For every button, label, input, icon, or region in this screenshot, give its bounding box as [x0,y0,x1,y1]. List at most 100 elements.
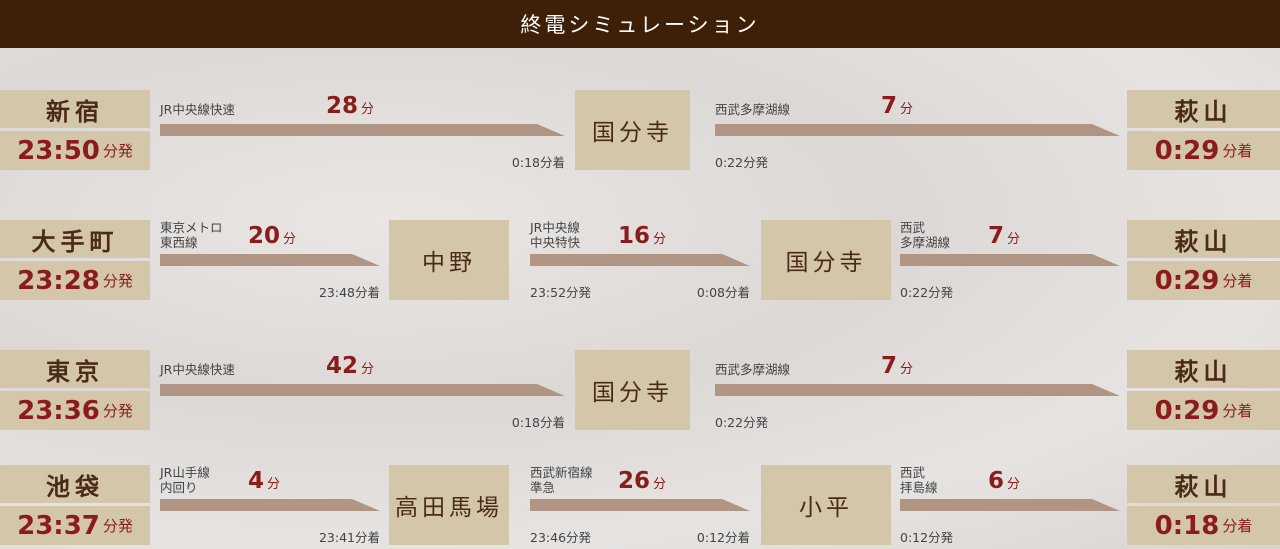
arrival-time: 0:08分着 [530,282,750,301]
arrival-time: 23:48分着 [160,282,380,301]
route-bar [900,254,1120,266]
line-name-part: 西武 [900,220,926,235]
line-name: 西武多摩湖線 [715,102,790,117]
arrival-time-text: 0:12分着 [696,530,750,545]
transfer-station-box: 国分寺 [761,220,891,300]
departure-time: 23:52分発 [530,282,591,301]
departure-time-text: 0:22分発 [715,415,769,430]
departure-time-text: 0:12分発 [900,530,954,545]
line-name: JR中央線快速 [160,102,235,117]
line-name-part: 西武多摩湖線 [715,362,791,377]
minutes-unit: 分 [283,232,297,247]
page-title: 終電シミュレーション [520,13,760,37]
departure-time-text: 0:22分発 [715,155,769,170]
origin-suffix: 分発 [102,517,133,535]
departure-time: 0:22分発 [715,412,768,431]
route-bar [715,124,1120,136]
line-name: JR中央線 中央特快 [530,220,580,250]
line-name: 西武多摩湖線 [900,220,950,250]
transfer-station-box: 中野 [389,220,509,300]
minutes-unit: 分 [900,102,914,117]
line-name: 西武 拝島線 [900,465,938,495]
dest-name: 萩山 [1174,472,1233,501]
origin-suffix: 分発 [102,142,133,160]
line-name-part: 中央特快 [530,235,581,250]
departure-time: 0:22分発 [715,152,768,171]
line-name-part: 準急 [530,480,556,495]
dest-suffix: 分着 [1222,272,1253,290]
line-name-part: JR中央線快速 [160,362,235,377]
origin-name-box: 池袋 [0,465,150,503]
dest-time-box: 0:29 分着 [1127,131,1280,170]
minutes-value: 16 [618,223,651,249]
departure-time: 0:12分発 [900,527,953,546]
minutes-unit: 分 [653,232,667,247]
line-name-part: 東西線 [160,235,198,250]
line-name-part: JR山手線 [160,465,210,480]
dest-name-box: 萩山 [1127,465,1280,503]
line-name-part: JR中央線快速 [160,102,235,117]
dest-name-box: 萩山 [1127,350,1280,388]
arrival-time: 23:41分着 [160,527,380,546]
transfer-station-name: 小平 [799,495,853,521]
minutes-unit: 分 [653,477,667,492]
origin-name-box: 新宿 [0,90,150,128]
dest-time-box: 0:29 分着 [1127,391,1280,430]
origin-time-box: 23:28 分発 [0,261,150,300]
line-name-part: 内回り [160,480,198,495]
minutes-value: 42 [326,353,359,379]
origin-suffix: 分発 [102,272,133,290]
dest-time: 0:29 [1154,265,1220,296]
transfer-station-name: 中野 [422,250,476,276]
transfer-station-box: 高田馬場 [389,465,509,545]
dest-time-box: 0:18 分着 [1127,506,1280,545]
route-bar [900,499,1120,511]
arrival-time-text: 0:18分着 [511,155,565,170]
line-name-part: JR中央線 [530,220,580,235]
travel-minutes: 42 分 [326,353,374,379]
origin-time: 23:37 [17,510,100,541]
dest-time: 0:18 [1154,510,1220,541]
transfer-station-name: 国分寺 [785,250,867,276]
line-name: 西武多摩湖線 [715,362,790,377]
arrival-time-text: 0:08分着 [696,285,750,300]
arrival-time-text: 0:18分着 [511,415,565,430]
line-name-part: 拝島線 [900,480,938,495]
dest-name: 萩山 [1174,227,1233,256]
minutes-value: 7 [988,223,1005,249]
departure-time: 23:46分発 [530,527,591,546]
origin-time: 23:28 [17,265,100,296]
arrival-time: 0:18分着 [160,412,565,431]
route-bar [530,499,750,511]
dest-name: 萩山 [1174,97,1233,126]
travel-minutes: 20 分 [248,223,296,249]
origin-time-box: 23:36 分発 [0,391,150,430]
route-bar [160,254,380,266]
dest-time-box: 0:29 分着 [1127,261,1280,300]
minutes-unit: 分 [1007,477,1021,492]
arrival-time-text: 23:48分着 [318,285,380,300]
minutes-value: 7 [881,353,898,379]
transfer-station-name: 国分寺 [592,120,673,146]
origin-name: 新宿 [46,97,104,126]
origin-time: 23:36 [17,395,100,426]
transfer-station-box: 国分寺 [575,350,690,430]
departure-time-text: 0:22分発 [900,285,954,300]
departure-time-text: 23:46分発 [530,530,592,545]
dest-suffix: 分着 [1222,517,1253,535]
origin-suffix: 分発 [102,402,133,420]
route-bar [715,384,1120,396]
line-name-part: 西武 [900,465,926,480]
page-header: 終電シミュレーション [0,0,1280,48]
departure-time: 0:22分発 [900,282,953,301]
dest-name-box: 萩山 [1127,220,1280,258]
travel-minutes: 16 分 [618,223,666,249]
dest-suffix: 分着 [1222,142,1253,160]
origin-name: 池袋 [46,472,104,501]
origin-name: 大手町 [31,227,119,256]
line-name: 東京メトロ 東西線 [160,220,223,250]
origin-time: 23:50 [17,135,100,166]
line-name-part: 東京メトロ [160,220,223,235]
